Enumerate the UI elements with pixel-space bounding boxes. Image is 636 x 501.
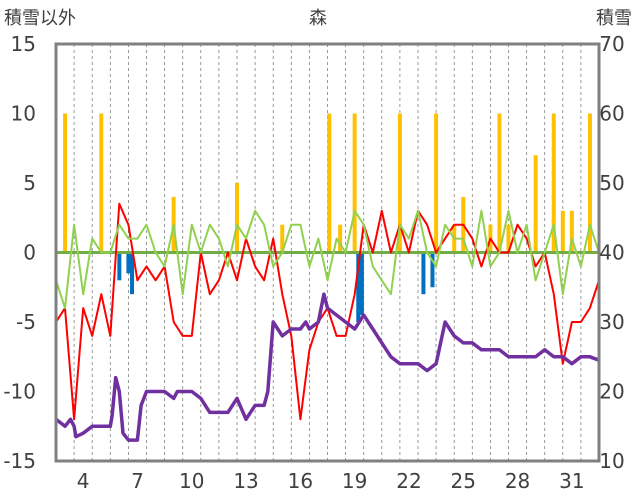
x-tick-label: 4: [77, 469, 90, 493]
x-tick-label: 25: [451, 469, 476, 493]
bar: [434, 113, 439, 253]
bar: [352, 113, 357, 253]
bar: [497, 113, 502, 253]
plot-frame: [54, 42, 601, 463]
y-tick-label-right: 20: [599, 380, 624, 404]
y-tick-label-right: 30: [599, 310, 624, 334]
y-tick-label-left: 15: [11, 32, 36, 56]
bar: [397, 113, 402, 253]
bar: [126, 252, 131, 274]
chart-title: 森: [309, 8, 327, 29]
x-tick-label: 7: [131, 469, 144, 493]
y-tick-label-left: 10: [11, 102, 36, 126]
bar: [560, 210, 565, 253]
y-tick-label-right: 50: [599, 171, 624, 195]
x-tick-label: 13: [233, 469, 258, 493]
y-tick-label-left: 0: [23, 241, 36, 265]
right-axis-title: 積雪: [596, 8, 632, 29]
bar: [235, 183, 239, 253]
bar: [421, 252, 426, 295]
y-tick-label-right: 10: [599, 449, 624, 473]
bar: [533, 155, 538, 253]
x-tick-labels: 4 7 10 13 16 19 22 25 28 31: [77, 469, 585, 493]
x-tick-label: 31: [559, 469, 584, 493]
bar: [587, 113, 592, 253]
bar: [130, 252, 135, 295]
x-tick-label: 16: [288, 469, 313, 493]
y-tick-label-left: -10: [3, 380, 36, 404]
y-tick-label-right: 60: [599, 102, 624, 126]
bar: [338, 224, 343, 253]
series-line: [54, 292, 600, 442]
bar: [506, 224, 511, 253]
left-axis-title: 積雪以外: [4, 8, 76, 29]
bar: [359, 252, 364, 316]
bar: [99, 113, 104, 253]
bar: [327, 113, 332, 253]
x-tick-label: 28: [505, 469, 530, 493]
bar: [280, 224, 285, 253]
y-tick-label-left: -5: [16, 310, 36, 334]
bar: [551, 113, 556, 253]
y-tick-label-right: 70: [599, 32, 624, 56]
y-tick-label-right: 40: [599, 241, 624, 265]
x-tick-label: 10: [179, 469, 204, 493]
right-y-tick-labels: 70 60 50 40 30 20 10: [599, 32, 624, 473]
y-tick-label-left: 5: [23, 171, 36, 195]
bar: [63, 113, 68, 253]
bar: [117, 252, 122, 281]
bars-layer: [63, 113, 592, 322]
y-tick-label-left: -15: [3, 449, 36, 473]
series-line: [55, 209, 600, 310]
bar: [430, 252, 435, 288]
bar: [569, 210, 574, 253]
x-tick-label: 19: [342, 469, 367, 493]
series-lines: [54, 202, 600, 442]
bar: [356, 252, 361, 322]
x-tick-label: 22: [396, 469, 421, 493]
left-y-tick-labels: 15 10 5 0 -5 -10 -15: [3, 32, 36, 473]
